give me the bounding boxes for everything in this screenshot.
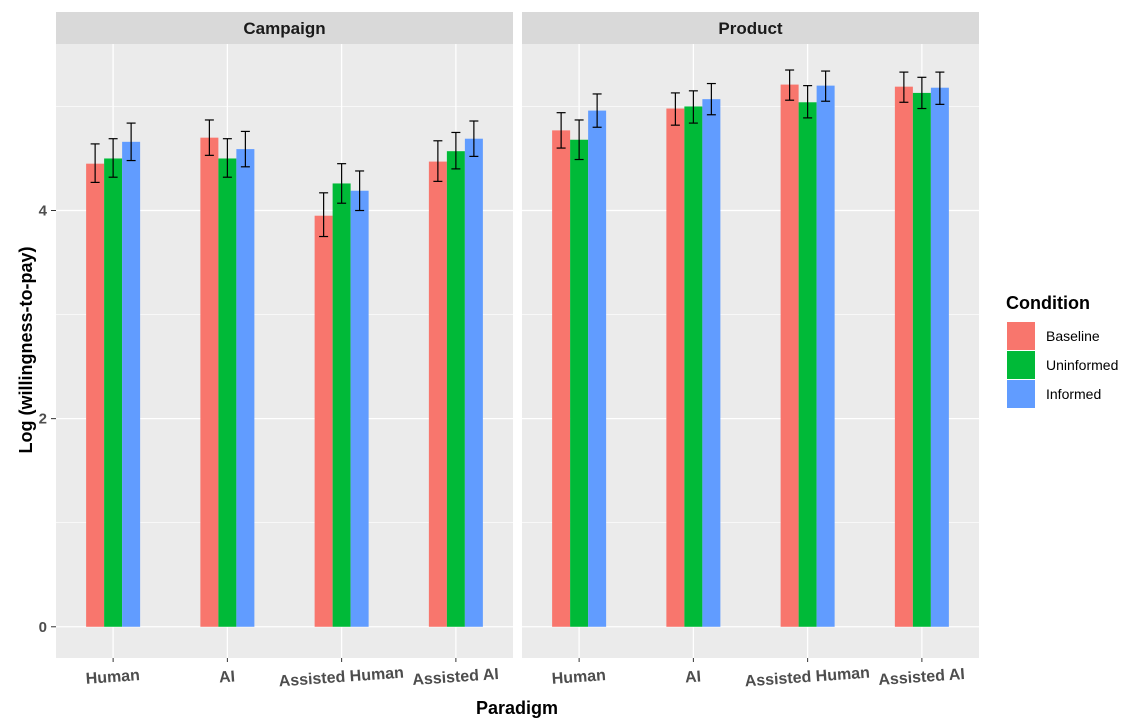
error-bar bbox=[204, 119, 214, 156]
bar-informed-assisted-human bbox=[816, 85, 835, 627]
error-bar bbox=[899, 71, 909, 103]
x-tick-label: AI bbox=[218, 668, 235, 686]
error-bar bbox=[355, 170, 365, 212]
bar-informed-assisted-ai bbox=[464, 138, 483, 627]
bar-baseline-assisted-human bbox=[314, 215, 333, 627]
error-bar bbox=[592, 93, 602, 128]
error-bar bbox=[451, 131, 461, 170]
legend-key-uninformed bbox=[1007, 351, 1035, 379]
facet-strip bbox=[56, 12, 513, 44]
error-bar bbox=[126, 122, 136, 162]
bar-uninformed-assisted-ai bbox=[446, 151, 465, 627]
facet-strip bbox=[522, 12, 979, 44]
bar-informed-human bbox=[122, 141, 141, 627]
bar-baseline-assisted-ai bbox=[428, 161, 447, 627]
bar-baseline-ai bbox=[666, 108, 685, 627]
bar-informed-human bbox=[588, 110, 607, 627]
bar-baseline-ai bbox=[200, 137, 219, 627]
error-bar bbox=[706, 82, 716, 116]
x-tick-label: Assisted Human bbox=[744, 665, 870, 691]
x-tick-label: AI bbox=[684, 668, 701, 686]
bar-baseline-assisted-ai bbox=[894, 86, 913, 627]
error-bar bbox=[917, 76, 927, 110]
legend-title: Condition bbox=[1006, 293, 1090, 313]
error-bar bbox=[785, 69, 795, 101]
bar-baseline-human bbox=[86, 163, 105, 627]
bar-informed-assisted-human bbox=[350, 190, 369, 627]
y-tick-label: 2 bbox=[39, 411, 47, 428]
bar-baseline-human bbox=[552, 130, 571, 627]
bar-informed-ai bbox=[236, 149, 255, 627]
x-tick-label: Assisted AI bbox=[412, 666, 500, 689]
error-bar bbox=[469, 120, 479, 157]
bar-uninformed-human bbox=[104, 158, 123, 627]
y-tick-label: 4 bbox=[39, 203, 48, 220]
legend-key-baseline bbox=[1007, 322, 1035, 350]
error-bar bbox=[433, 140, 443, 182]
error-bar bbox=[670, 92, 680, 126]
bar-uninformed-human bbox=[570, 139, 589, 627]
panel-product: Product Human AI Assisted Human Assisted AI bbox=[522, 12, 979, 690]
error-bar bbox=[319, 192, 329, 238]
bar-informed-assisted-ai bbox=[930, 87, 949, 627]
x-tick-label: Human bbox=[85, 667, 140, 688]
x-tick-label: Assisted AI bbox=[878, 666, 966, 689]
bar-uninformed-assisted-human bbox=[798, 102, 817, 627]
x-axis-title: Paradigm bbox=[476, 698, 558, 718]
error-bar bbox=[90, 143, 100, 184]
bar-uninformed-assisted-ai bbox=[912, 92, 931, 627]
error-bar bbox=[688, 90, 698, 124]
error-bar bbox=[821, 70, 831, 102]
error-bar bbox=[222, 138, 232, 178]
legend-label-informed: Informed bbox=[1046, 386, 1101, 402]
bar-uninformed-ai bbox=[684, 106, 703, 627]
error-bar bbox=[556, 112, 566, 149]
error-bar bbox=[935, 71, 945, 105]
y-tick-label: 0 bbox=[39, 619, 47, 636]
error-bar bbox=[574, 119, 584, 161]
panel-campaign: Campaign Human AI Assisted Human Assisted AI bbox=[56, 12, 513, 690]
bar-baseline-assisted-human bbox=[780, 84, 799, 627]
legend-label-uninformed: Uninformed bbox=[1046, 357, 1118, 373]
error-bar bbox=[240, 130, 250, 168]
y-axis-title: Log (willingness-to-pay) bbox=[16, 247, 36, 454]
bar-uninformed-assisted-human bbox=[332, 183, 351, 627]
legend: Condition Baseline Uninformed Informed bbox=[1006, 293, 1118, 408]
bar-uninformed-ai bbox=[218, 158, 237, 627]
facet-strip-label: Product bbox=[718, 19, 783, 38]
error-bar bbox=[803, 85, 813, 119]
legend-key-informed bbox=[1007, 380, 1035, 408]
error-bar bbox=[108, 138, 118, 178]
bar-informed-ai bbox=[702, 99, 721, 627]
facet-strip-label: Campaign bbox=[243, 19, 325, 38]
error-bar bbox=[337, 163, 347, 204]
x-tick-label: Assisted Human bbox=[278, 665, 404, 691]
legend-label-baseline: Baseline bbox=[1046, 328, 1100, 344]
x-tick-label: Human bbox=[551, 667, 606, 688]
